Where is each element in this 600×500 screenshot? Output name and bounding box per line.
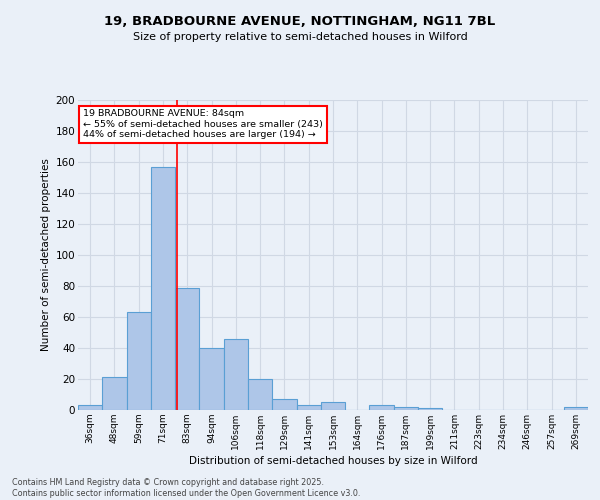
Text: 19 BRADBOURNE AVENUE: 84sqm
← 55% of semi-detached houses are smaller (243)
44% : 19 BRADBOURNE AVENUE: 84sqm ← 55% of sem… <box>83 110 323 139</box>
Bar <box>296 406 321 410</box>
Bar <box>127 312 151 410</box>
Bar <box>199 348 224 410</box>
Bar <box>418 408 442 410</box>
Bar <box>175 288 199 410</box>
Text: 19, BRADBOURNE AVENUE, NOTTINGHAM, NG11 7BL: 19, BRADBOURNE AVENUE, NOTTINGHAM, NG11 … <box>104 15 496 28</box>
Text: Contains HM Land Registry data © Crown copyright and database right 2025.
Contai: Contains HM Land Registry data © Crown c… <box>12 478 361 498</box>
Bar <box>272 399 296 410</box>
Bar <box>321 402 345 410</box>
Y-axis label: Number of semi-detached properties: Number of semi-detached properties <box>41 158 52 352</box>
Bar <box>564 407 588 410</box>
X-axis label: Distribution of semi-detached houses by size in Wilford: Distribution of semi-detached houses by … <box>188 456 478 466</box>
Bar <box>224 338 248 410</box>
Bar <box>248 379 272 410</box>
Bar <box>394 407 418 410</box>
Bar <box>370 406 394 410</box>
Bar <box>102 378 127 410</box>
Text: Size of property relative to semi-detached houses in Wilford: Size of property relative to semi-detach… <box>133 32 467 42</box>
Bar <box>151 166 175 410</box>
Bar <box>78 406 102 410</box>
